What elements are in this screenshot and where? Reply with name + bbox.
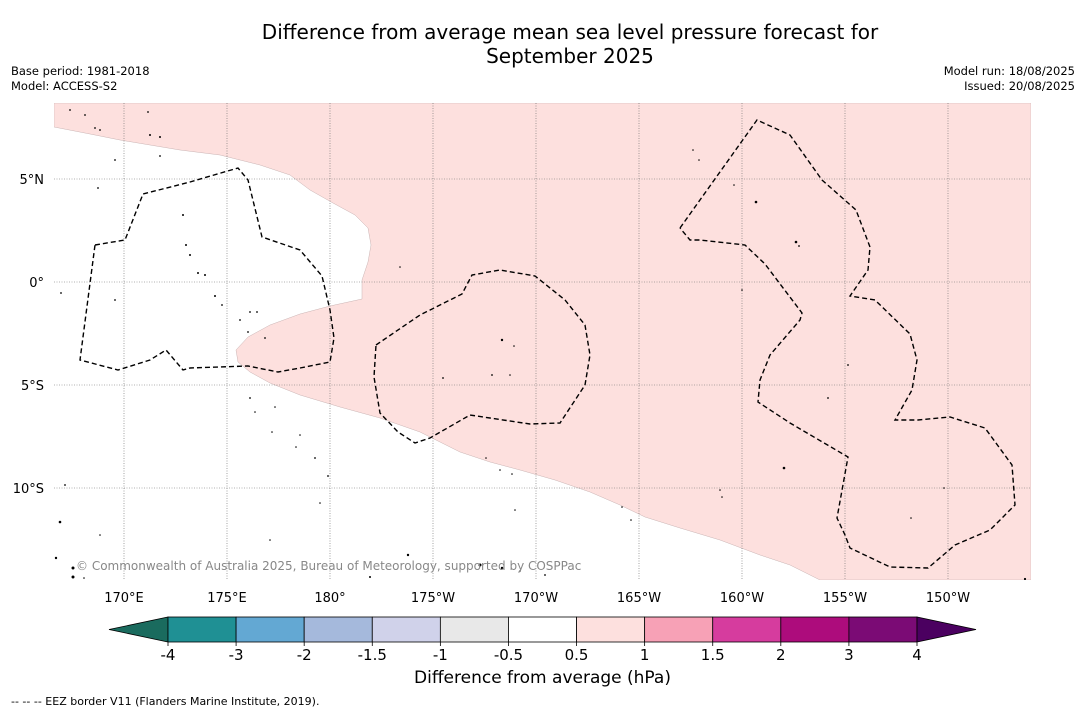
copyright-text: © Commonwealth of Australia 2025, Bureau… — [76, 559, 581, 573]
lon-tick: 175°E — [207, 591, 247, 606]
colorbar-tick-label: 4 — [912, 646, 922, 664]
lon-tick-labels: 170°E 175°E 180° 175°W 170°W 165°W 160°W… — [104, 591, 970, 606]
colorbar-segment — [303, 616, 373, 643]
colorbar-segment — [439, 616, 509, 643]
lat-tick: 5°N — [20, 173, 45, 188]
lon-tick: 180° — [314, 591, 345, 606]
colorbar-tick-label: 1.5 — [701, 646, 725, 664]
colorbar-tick-label: -0.5 — [494, 646, 523, 664]
model-run: Model run: 18/08/2025 — [943, 64, 1075, 78]
map-title: Difference from average mean sea level p… — [170, 20, 970, 68]
colorbar-segments — [108, 616, 977, 643]
colorbar-segment — [167, 616, 237, 643]
meta-left: Base period: 1981-2018 Model: ACCESS-S2 — [11, 64, 150, 94]
lon-tick: 150°W — [926, 591, 970, 606]
model-name: Model: ACCESS-S2 — [11, 79, 118, 93]
colorbar-tick-label: -3 — [229, 646, 244, 664]
lat-tick: 10°S — [13, 482, 44, 497]
colorbar-ticks: -4 -3 -2 -1.5 -1 -0.5 0.5 1 1.5 2 3 4 — [161, 642, 922, 664]
issued-date: Issued: 20/08/2025 — [964, 79, 1075, 93]
eez-border-kiribati-gilbert — [79, 167, 335, 373]
islands — [54, 109, 1027, 580]
lon-tick: 160°W — [720, 591, 764, 606]
colorbar: -4 -3 -2 -1.5 -1 -0.5 0.5 1 1.5 2 3 4 — [108, 616, 977, 664]
colorbar-segment — [644, 616, 714, 643]
lon-tick: 170°W — [514, 591, 558, 606]
colorbar-tick-label: 2 — [776, 646, 786, 664]
lat-tick-labels: 5°N 0° 5°S 10°S — [13, 173, 44, 497]
lon-tick: 170°E — [104, 591, 144, 606]
colorbar-tick-label: 3 — [844, 646, 854, 664]
lat-tick: 0° — [29, 276, 44, 291]
base-period: Base period: 1981-2018 — [11, 64, 150, 78]
colorbar-tick-label: 0.5 — [565, 646, 589, 664]
colorbar-segment — [780, 616, 850, 643]
lat-tick: 5°S — [21, 379, 44, 394]
colorbar-tick-label: -1 — [433, 646, 448, 664]
lon-tick: 165°W — [617, 591, 661, 606]
colorbar-tick-label: -4 — [161, 646, 176, 664]
colorbar-label: Difference from average (hPa) — [414, 668, 671, 688]
meta-right: Model run: 18/08/2025 Issued: 20/08/2025 — [944, 64, 1075, 94]
colorbar-tick-label: -2 — [297, 646, 312, 664]
colorbar-segment — [371, 616, 441, 643]
eez-legend-note: -- -- -- EEZ border V11 (Flanders Marine… — [11, 695, 320, 708]
title-line-2: September 2025 — [486, 44, 654, 68]
map-panel: © Commonwealth of Australia 2025, Bureau… — [54, 103, 1031, 580]
eez-border-kiribati-line — [679, 119, 1016, 569]
colorbar-segment — [508, 616, 577, 643]
eez-border-kiribati-phoenix — [373, 269, 591, 444]
colorbar-extend-low — [108, 616, 169, 643]
anomaly-region — [54, 103, 1031, 580]
colorbar-tick-label: 1 — [640, 646, 650, 664]
colorbar-segment — [576, 616, 646, 643]
colorbar-segment — [235, 616, 305, 643]
lon-tick: 155°W — [823, 591, 867, 606]
title-line-1: Difference from average mean sea level p… — [261, 20, 879, 44]
eez-borders — [79, 119, 1016, 569]
lon-tick: 175°W — [411, 591, 455, 606]
colorbar-extend-high — [916, 616, 977, 643]
colorbar-segment — [848, 616, 918, 643]
colorbar-tick-label: -1.5 — [358, 646, 387, 664]
colorbar-segment — [712, 616, 782, 643]
